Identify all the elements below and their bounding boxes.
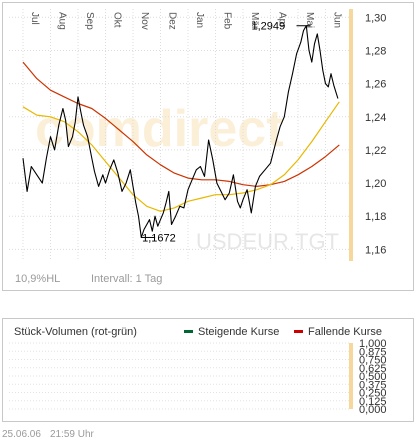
volume-y-tick-label: 0,625 [359, 363, 387, 375]
volume-chart-panel: 1,000 0,875 0,750 0,625 0,500 0,375 0,250 0,125… [2, 318, 414, 422]
legend-falling-label: Fallende Kurse [308, 326, 382, 338]
volume-y-tick-label: 1,000 [359, 338, 387, 350]
x-tick-label: Apr [277, 12, 288, 28]
volume-y-tick-label: 0,375 [359, 379, 387, 391]
x-tick-label: Sep [84, 12, 95, 30]
y-tick-label: 1,28 [365, 45, 386, 57]
moving-average-100-line [22, 101, 340, 212]
volume-y-tick-label: 0,125 [359, 396, 387, 408]
price-line [22, 25, 339, 239]
series-layer [22, 25, 340, 239]
footer: 25.06.06 21:59 Uhr [2, 429, 103, 440]
right-axis-band [349, 9, 353, 261]
y-tick-label: 1,24 [365, 112, 386, 124]
annotation-label: 1,2949 [252, 21, 286, 33]
comdirect-watermark: comdirect [35, 100, 284, 158]
falling-swatch [294, 329, 303, 333]
x-tick-label: Jun [332, 12, 343, 28]
x-tick-label: Okt [112, 12, 123, 28]
y-tick-label: 1,30 [365, 12, 386, 24]
legend-rising-label: Steigende Kurse [198, 326, 280, 338]
legend-rising: Steigende Kurse [184, 326, 279, 338]
volume-y-axis-ticks: 1,0000,8750,7500,6250,5000,3750,2500,125… [359, 338, 387, 416]
volume-grid [9, 342, 353, 410]
volume-chart: 1,0000,8750,7500,6250,5000,3750,2500,125… [9, 338, 387, 416]
x-tick-label: Mär [249, 12, 260, 30]
x-axis-ticks: Jul Aug Sep Okt Nov Dez Jan Feb Mär Apr Mai Jun [29, 12, 343, 30]
y-tick-label: 1,18 [365, 211, 386, 223]
interval-label: Intervall: 1 Tag [91, 273, 162, 285]
y-tick-label: 1,22 [365, 145, 386, 157]
y-tick-label: 1,26 [365, 79, 386, 91]
volume-y-tick-label: 0,750 [359, 355, 387, 367]
volume-axis-band [349, 343, 353, 409]
annotation-layer: 1,1672 1,2949 [141, 21, 311, 244]
volume-y-tick-label: 0,000 [359, 404, 387, 416]
y-tick-label: 1,16 [365, 244, 386, 256]
x-tick-label: Jan [194, 12, 205, 28]
volume-title: Stück-Volumen (rot-grün) [14, 326, 137, 338]
moving-average-200-line [22, 61, 340, 187]
footer-date: 25.06.06 [2, 429, 41, 440]
volume-y-tick-label: 0,875 [359, 346, 387, 358]
x-tick-label: Mai [304, 12, 315, 28]
band-layer [349, 9, 353, 261]
x-tick-label: Aug [57, 12, 68, 30]
legend-falling: Fallende Kurse [294, 326, 382, 338]
volume-y-tick-label: 0,250 [359, 388, 387, 400]
x-tick-label: Feb [222, 12, 233, 30]
instrument-watermark: USDEUR.TGT [196, 229, 339, 254]
hl-label: 10,9%HL [15, 273, 60, 285]
price-chart: comdirect USDEUR.TGT Jul Aug Sep Okt Nov Dez J… [9, 9, 386, 285]
price-chart-panel: comdirect USDEUR.TGT Jul Aug Sep Okt Nov Dez J… [2, 2, 414, 291]
footer-time: 21:59 Uhr [49, 429, 94, 440]
x-tick-label: Jul [29, 12, 40, 25]
y-tick-label: 1,20 [365, 178, 386, 190]
annotation-label: 1,1672 [142, 232, 176, 244]
x-tick-label: Nov [139, 12, 150, 30]
rising-swatch [184, 329, 193, 333]
volume-y-tick-label: 0,500 [359, 371, 387, 383]
y-axis-ticks: 1,30 1,28 1,26 1,24 1,22 1,20 1,18 1,16 [365, 12, 386, 256]
x-tick-label: Dez [167, 12, 178, 30]
